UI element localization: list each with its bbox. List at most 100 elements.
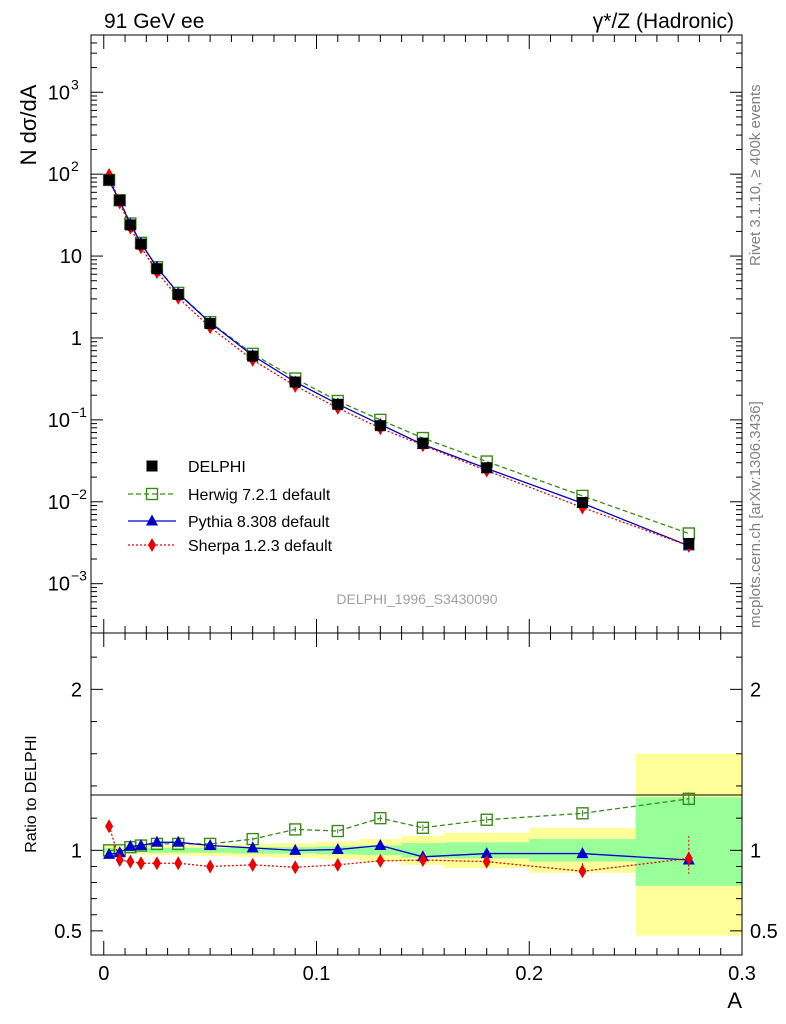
ratio-point — [576, 807, 589, 820]
main-y-tick-label: 10 — [48, 492, 70, 514]
ratio-point — [331, 824, 344, 838]
main-point — [103, 174, 115, 186]
main-y-tick-label: 10 — [48, 164, 70, 186]
ratio-point — [289, 843, 302, 855]
analysis-watermark: DELPHI_1996_S3430090 — [336, 591, 497, 607]
ratio-band-green — [146, 847, 168, 853]
ratio-point — [376, 853, 385, 868]
main-point — [417, 437, 429, 449]
ratio-band-green — [359, 845, 402, 856]
main-point — [204, 318, 216, 330]
ratio-point — [206, 859, 215, 874]
ratio-point — [204, 839, 217, 851]
main-point — [683, 537, 695, 549]
main-y-tick-label: 10 — [48, 574, 70, 596]
legend-label: DELPHI — [188, 459, 246, 476]
x-tick-label: 0 — [98, 963, 109, 985]
main-y-tick-exponent: 3 — [71, 76, 79, 92]
ratio-y-tick-label-right: 1 — [750, 840, 761, 862]
ratio-series-sherpa — [105, 819, 693, 880]
main-point — [247, 350, 259, 362]
ratio-point — [134, 839, 147, 851]
x-tick-label: 0.2 — [515, 963, 543, 985]
ratio-point — [480, 813, 493, 826]
legend-marker — [145, 487, 159, 501]
ratio-point — [172, 835, 185, 847]
main-point — [682, 527, 696, 540]
main-y-axis-label: N dσ/dA — [16, 84, 41, 165]
main-point — [172, 288, 184, 300]
ratio-point — [113, 846, 126, 858]
ratio-point — [174, 856, 183, 871]
mcplots-label: mcplots.cern.ch [arXiv:1306.3436] — [747, 401, 764, 628]
main-series-line — [108, 179, 690, 535]
x-tick-label: 0.3 — [728, 963, 756, 985]
ratio-y-axis-label: Ratio to DELPHI — [23, 735, 40, 852]
main-y-tick-exponent: 2 — [71, 158, 79, 174]
main-point — [114, 194, 126, 206]
ratio-series-layer — [102, 792, 696, 880]
ratio-y-tick-label: 1 — [71, 840, 82, 862]
ratio-point — [418, 853, 427, 868]
ratio-point — [374, 811, 387, 825]
main-series-layer — [102, 167, 696, 553]
header-right-label: γ*/Z (Hadronic) — [593, 10, 734, 33]
ratio-y-tick-label: 2 — [71, 679, 82, 701]
ratio-band-green — [167, 847, 189, 853]
ratio-point — [480, 847, 493, 859]
ratio-point — [682, 792, 696, 806]
ratio-point — [124, 839, 137, 851]
x-tick-label: 0.1 — [303, 963, 331, 985]
legend-marker — [148, 538, 156, 552]
ratio-point — [333, 857, 342, 872]
main-point — [481, 462, 493, 474]
main-point — [124, 219, 136, 231]
legend-label: Sherpa 1.2.3 default — [188, 538, 333, 555]
ratio-plot-frame — [90, 632, 743, 956]
ratio-y-tick-label: 0.5 — [54, 921, 82, 943]
ratio-y-tick-label-right: 0.5 — [750, 921, 778, 943]
ratio-point — [482, 854, 491, 869]
rivet-version-label: Rivet 3.1.10, ≥ 400k events — [747, 84, 764, 266]
ratio-point — [374, 839, 387, 851]
main-series-herwig — [102, 173, 696, 540]
main-point — [289, 376, 301, 388]
ratio-point — [291, 860, 300, 875]
ratio-point — [150, 835, 163, 847]
main-y-tick-label: 10 — [48, 82, 70, 104]
ratio-point — [331, 843, 344, 855]
ratio-axis-ticks: 0.5 0.5 1 1 2 2 0 0.1 0.2 0.3 — [54, 633, 778, 985]
main-point — [332, 398, 344, 410]
main-y-tick-exponent: −2 — [71, 486, 87, 502]
ratio-point — [289, 823, 302, 836]
x-axis-label: A — [727, 988, 742, 1013]
main-y-tick-label: 1 — [71, 328, 82, 350]
ratio-point — [126, 854, 135, 869]
ratio-point — [248, 857, 257, 872]
ratio-y-tick-label-right: 2 — [750, 679, 761, 701]
ratio-point — [105, 819, 114, 834]
ratio-plot-panel: 0.5 0.5 1 1 2 2 0 0.1 0.2 0.3 Ratio to DELPHI A — [23, 632, 778, 1013]
ratio-point — [115, 853, 124, 868]
ratio-point — [103, 847, 116, 859]
legend-marker — [146, 460, 158, 472]
ratio-point — [246, 841, 259, 853]
ratio-point — [684, 851, 693, 866]
main-point — [576, 496, 588, 508]
legend-label: Herwig 7.2.1 default — [188, 487, 331, 504]
main-y-tick-exponent: −3 — [71, 568, 87, 584]
main-point — [135, 238, 147, 250]
main-series-line — [108, 174, 690, 547]
main-point — [151, 263, 163, 275]
legend: DELPHI Herwig 7.2.1 default Pythia 8.308 d… — [128, 459, 333, 555]
ratio-point — [576, 847, 589, 859]
main-y-tick-exponent: −1 — [71, 404, 87, 420]
main-y-tick-label: 10 — [60, 246, 82, 268]
header-left-label: 91 GeV ee — [104, 10, 204, 33]
ratio-point — [136, 856, 145, 871]
main-y-tick-label: 10 — [48, 410, 70, 432]
ratio-point — [578, 864, 587, 879]
